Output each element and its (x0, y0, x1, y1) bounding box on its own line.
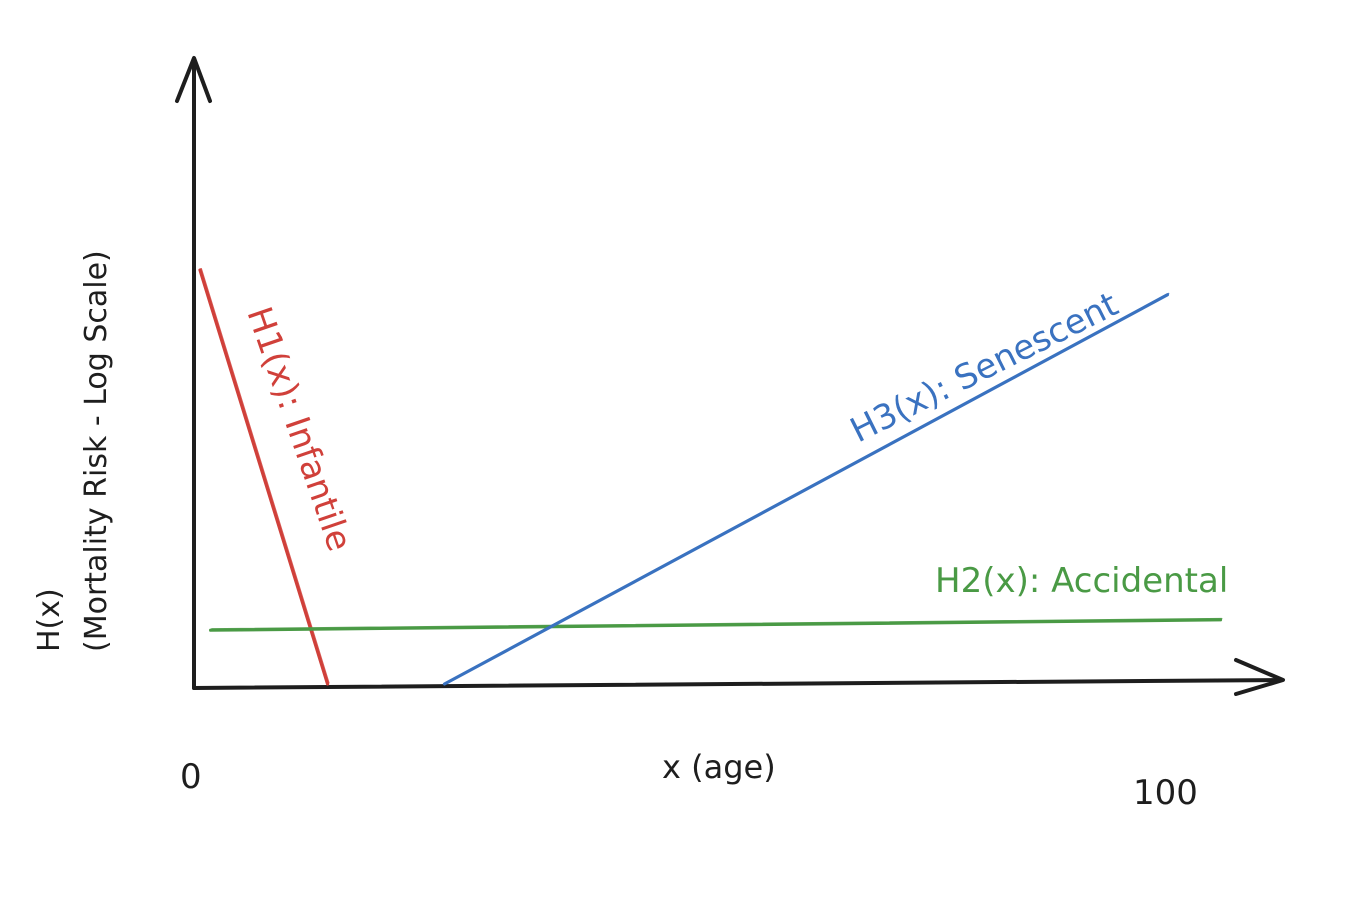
series-label-accidental: H2(x): Accidental (935, 561, 1228, 601)
series-line-accidental (209, 618, 1223, 632)
tick-labels: 0 100 (180, 757, 1198, 813)
series-layer (198, 267, 1223, 686)
series-labels: H1(x): Infantile H2(x): Accidental H3(x)… (238, 284, 1228, 601)
series-line-accidental-sketch (211, 617, 1223, 630)
series-line-infantile-sketch (200, 267, 330, 684)
x-axis-label: x (age) (662, 748, 776, 786)
y-axis-arrowhead (175, 56, 212, 103)
x-axis-arrowhead (1234, 658, 1285, 696)
series-label-senescent: H3(x): Senescent (844, 284, 1124, 451)
series-label-infantile: H1(x): Infantile (238, 302, 359, 556)
series-line-senescent-sketch (444, 292, 1170, 684)
x-tick-label-100: 100 (1133, 773, 1198, 813)
x-axis-line (192, 678, 1282, 690)
y-axis-label-line2: (Mortality Risk - Log Scale) (79, 250, 114, 652)
x-tick-label-0: 0 (180, 757, 202, 797)
axis-labels: H(x) (Mortality Risk - Log Scale) x (age… (32, 250, 776, 786)
series-line-infantile (198, 268, 330, 686)
y-axis-label-line1: H(x) (32, 588, 67, 652)
axes (175, 56, 1285, 696)
